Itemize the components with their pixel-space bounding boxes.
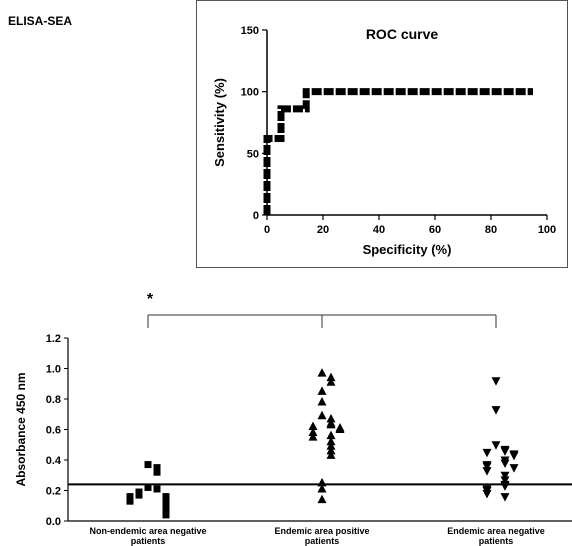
data-point — [317, 386, 327, 395]
data-point — [335, 424, 345, 433]
category-label-line: Non-endemic area negative — [89, 526, 206, 536]
data-point — [317, 368, 327, 377]
roc-x-tick-label: 20 — [317, 224, 329, 236]
roc-panel: 0 50 100 150 0 20 40 60 80 100 ROC curve Specificit… — [196, 0, 568, 268]
data-point — [308, 421, 318, 430]
data-point — [491, 441, 501, 450]
category-label: Non-endemic area negative patients — [89, 526, 206, 546]
data-point — [500, 471, 510, 481]
data-point — [308, 427, 318, 437]
data-point — [135, 491, 143, 499]
category-label: Endemic area negative patients — [447, 526, 545, 546]
data-point — [326, 419, 336, 429]
data-point — [482, 462, 492, 472]
data-point — [317, 494, 327, 504]
data-point — [500, 482, 510, 491]
data-point — [491, 377, 501, 386]
roc-x-tick-label: 40 — [373, 224, 385, 236]
roc-y-axis-label: Sensitivity (%) — [212, 78, 227, 167]
data-point — [326, 450, 336, 459]
roc-x-tick-label: 100 — [538, 224, 556, 236]
data-point — [317, 410, 327, 420]
dot-y-tick-label: 1.2 — [46, 333, 61, 345]
dot-y-tick-label: 0.0 — [46, 516, 61, 528]
roc-y-tick-label: 0 — [253, 210, 259, 222]
roc-y-tick-label: 150 — [241, 25, 259, 37]
data-point — [326, 445, 336, 455]
dot-y-tick-label: 0.8 — [46, 394, 61, 406]
absorbance-dot-plot: 0.0 0.2 0.4 0.6 0.8 1.0 1.2 Absorbance 450 nm * N… — [14, 291, 572, 546]
data-point — [500, 493, 510, 502]
dot-y-tick-label: 0.4 — [46, 455, 62, 467]
dot-y-tick-label: 0.6 — [46, 425, 61, 437]
roc-x-tick-label: 80 — [485, 224, 497, 236]
category-label-line: patients — [131, 536, 166, 546]
data-point — [326, 436, 336, 446]
data-point — [482, 448, 492, 458]
roc-chart: 0 50 100 150 0 20 40 60 80 100 ROC curve Specificit… — [212, 25, 556, 257]
roc-y-tick-label: 100 — [241, 87, 259, 99]
category-label: Endemic area positive patients — [274, 526, 369, 546]
data-point — [162, 493, 170, 501]
data-point — [500, 447, 510, 456]
roc-curve — [263, 88, 533, 215]
roc-x-tick-label: 0 — [264, 224, 270, 236]
data-point — [144, 461, 152, 469]
data-point — [491, 406, 501, 415]
data-point — [500, 459, 510, 469]
data-point — [317, 477, 327, 487]
figure-title: ELISA-SEA — [8, 14, 73, 28]
data-point — [326, 441, 336, 450]
data-point — [162, 511, 170, 519]
data-point — [153, 464, 161, 472]
data-point — [326, 430, 336, 440]
roc-x-tick-label: 60 — [429, 224, 441, 236]
data-point — [153, 468, 161, 476]
data-point — [126, 497, 134, 505]
data-point — [317, 483, 327, 493]
data-point — [326, 372, 336, 382]
category-label-line: Endemic area negative — [447, 526, 545, 536]
data-point — [500, 476, 510, 485]
roc-x-axis-label: Specificity (%) — [363, 242, 452, 257]
data-point — [153, 485, 161, 493]
data-point — [482, 490, 492, 499]
category-label-line: Endemic area positive — [274, 526, 369, 536]
significance-label: * — [147, 291, 154, 308]
roc-title: ROC curve — [366, 26, 439, 42]
roc-y-tick-label: 50 — [247, 148, 259, 160]
data-point — [509, 451, 519, 461]
data-point — [509, 464, 519, 473]
category-label-line: patients — [305, 536, 340, 546]
data-point — [317, 397, 327, 406]
data-point — [144, 483, 152, 491]
data-point — [308, 432, 318, 441]
dot-y-tick-label: 1.0 — [46, 364, 61, 376]
data-point — [482, 467, 492, 476]
dot-y-tick-label: 0.2 — [46, 486, 61, 498]
data-point — [326, 413, 336, 423]
category-label-line: patients — [479, 536, 514, 546]
dot-y-axis-label: Absorbance 450 nm — [14, 372, 28, 486]
data-point — [326, 377, 336, 386]
